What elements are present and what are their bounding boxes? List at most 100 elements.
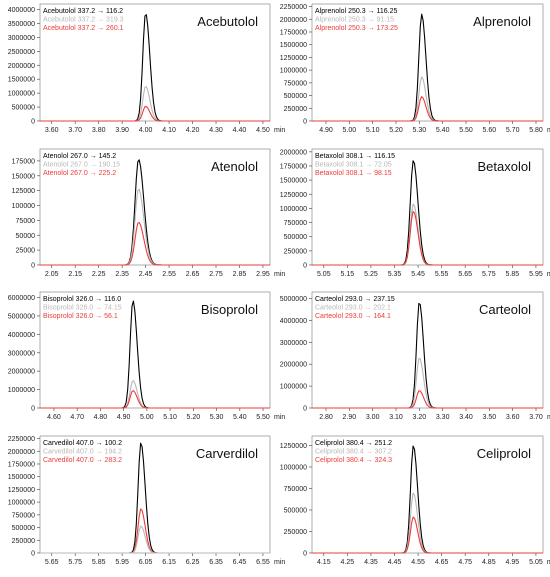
y-tick-label: 500000 bbox=[12, 105, 35, 112]
y-tick-label: 250000 bbox=[284, 248, 307, 255]
chart-panel-6: 0 1000000 2000000 3000000 4000000 5000000 2.80… bbox=[280, 291, 550, 421]
x-tick-label: 2.55 bbox=[162, 271, 176, 278]
legend-entry-2: Bisoprolol 326.0 → 74.15 bbox=[43, 305, 122, 312]
x-tick-label: 5.25 bbox=[364, 271, 378, 278]
y-tick-label: 3000000 bbox=[280, 340, 307, 347]
x-axis-label: min bbox=[547, 414, 550, 421]
x-tick-label: 2.45 bbox=[139, 271, 153, 278]
chart-panel-5: 0 1000000 2000000 3000000 4000000 5000000 6000… bbox=[8, 291, 285, 421]
legend-entry-3: Carteolol 293.0 → 164.1 bbox=[315, 313, 391, 320]
y-tick-label: 1250000 bbox=[8, 487, 35, 494]
y-tick-label: 150000 bbox=[12, 173, 35, 180]
x-tick-label: 5.00 bbox=[140, 414, 154, 421]
series-line-3 bbox=[312, 210, 543, 266]
y-tick-label: 1000000 bbox=[280, 384, 307, 391]
x-tick-label: 4.50 bbox=[256, 127, 270, 134]
legend-entry-3: Betaxolol 308.1 → 98.15 bbox=[315, 170, 392, 177]
y-tick-label: 0 bbox=[303, 263, 307, 270]
plot-frame bbox=[311, 291, 544, 409]
series-line-2 bbox=[40, 380, 270, 409]
x-tick-label: 5.20 bbox=[389, 127, 403, 134]
x-tick-label: 5.95 bbox=[115, 559, 129, 566]
x-tick-label: 4.40 bbox=[233, 127, 247, 134]
x-axis-label: min bbox=[547, 127, 550, 134]
y-tick-label: 250000 bbox=[284, 529, 307, 536]
x-tick-label: 2.15 bbox=[68, 271, 82, 278]
x-tick-label: 4.10 bbox=[162, 127, 176, 134]
y-tick-label: 250000 bbox=[284, 106, 307, 113]
x-tick-label: 5.05 bbox=[317, 271, 331, 278]
y-tick-label: 100000 bbox=[12, 203, 35, 210]
y-tick-label: 5000000 bbox=[8, 313, 35, 320]
y-tick-label: 175000 bbox=[12, 158, 35, 165]
legend-entry-2: Atenolol 267.0 → 190.15 bbox=[43, 162, 120, 169]
y-tick-label: 1750000 bbox=[280, 29, 307, 36]
y-tick-label: 0 bbox=[303, 119, 307, 126]
y-tick-label: 1500000 bbox=[8, 474, 35, 481]
x-tick-label: 5.30 bbox=[210, 414, 224, 421]
plot-frame bbox=[311, 3, 544, 122]
y-tick-label: 75000 bbox=[16, 218, 36, 225]
x-tick-label: 5.35 bbox=[388, 271, 402, 278]
y-tick-label: 3000000 bbox=[8, 35, 35, 42]
x-tick-label: 4.60 bbox=[47, 414, 61, 421]
x-tick-label: 3.30 bbox=[436, 414, 450, 421]
x-tick-label: 2.75 bbox=[209, 271, 223, 278]
y-tick-label: 500000 bbox=[284, 93, 307, 100]
y-tick-label: 500000 bbox=[12, 525, 35, 532]
y-tick-label: 4000000 bbox=[8, 7, 35, 14]
series-line-3 bbox=[312, 96, 543, 122]
chart-title: Carverdilol bbox=[196, 446, 258, 461]
y-tick-label: 1000000 bbox=[280, 464, 307, 471]
y-tick-label: 750000 bbox=[12, 512, 35, 519]
x-axis-label: min bbox=[274, 559, 285, 566]
x-tick-label: 5.40 bbox=[233, 414, 247, 421]
x-tick-label: 5.65 bbox=[45, 559, 59, 566]
series-line-2 bbox=[312, 492, 543, 554]
legend-entry-1: Carvedilol 407.0 → 100.2 bbox=[43, 440, 122, 447]
series-line-2 bbox=[40, 86, 270, 122]
x-tick-label: 4.25 bbox=[341, 559, 355, 566]
chart-title: Atenolol bbox=[211, 159, 258, 174]
x-tick-label: 3.50 bbox=[483, 414, 497, 421]
x-tick-label: 4.20 bbox=[186, 127, 200, 134]
x-tick-label: 2.85 bbox=[233, 271, 247, 278]
chart-title: Acebutolol bbox=[197, 14, 258, 29]
x-tick-label: 5.50 bbox=[459, 127, 473, 134]
x-tick-label: 5.55 bbox=[435, 271, 449, 278]
x-tick-label: 3.60 bbox=[45, 127, 59, 134]
y-tick-label: 1000000 bbox=[8, 500, 35, 507]
y-tick-label: 0 bbox=[31, 406, 35, 413]
plot-frame bbox=[39, 3, 271, 122]
legend-entry-2: Acebutolol 337.2 → 319.3 bbox=[43, 17, 124, 24]
y-tick-label: 50000 bbox=[16, 233, 36, 240]
x-tick-label: 4.80 bbox=[94, 414, 108, 421]
y-tick-label: 1750000 bbox=[280, 163, 307, 170]
chart-panel-1: 0 500000 1000000 1500000 2000000 2500000 30000… bbox=[8, 3, 285, 134]
y-tick-label: 1000000 bbox=[280, 206, 307, 213]
x-tick-label: 6.45 bbox=[233, 559, 247, 566]
x-tick-label: 3.40 bbox=[459, 414, 473, 421]
chart-panel-4: 0 250000 500000 750000 1000000 1250000 1500000… bbox=[280, 148, 550, 278]
legend-entry-2: Alprenolol 250.3 → 91.15 bbox=[315, 17, 394, 24]
y-tick-label: 0 bbox=[31, 551, 35, 558]
x-tick-label: 5.20 bbox=[187, 414, 201, 421]
x-tick-label: 4.15 bbox=[317, 559, 331, 566]
x-tick-label: 5.75 bbox=[482, 271, 496, 278]
x-tick-label: 5.10 bbox=[366, 127, 380, 134]
x-axis-label: min bbox=[274, 127, 285, 134]
legend-entry-3: Celiprolol 380.4 → 324.3 bbox=[315, 457, 392, 464]
x-tick-label: 4.70 bbox=[70, 414, 84, 421]
y-tick-label: 1250000 bbox=[280, 192, 307, 199]
x-axis-label: min bbox=[274, 414, 285, 421]
chart-title: Alprenolol bbox=[473, 14, 531, 29]
x-tick-label: 3.10 bbox=[389, 414, 403, 421]
x-tick-label: 6.35 bbox=[209, 559, 223, 566]
y-tick-label: 1500000 bbox=[280, 178, 307, 185]
x-tick-label: 3.00 bbox=[366, 414, 380, 421]
x-tick-label: 2.90 bbox=[343, 414, 357, 421]
series-line-3 bbox=[40, 390, 270, 409]
x-tick-label: 2.65 bbox=[186, 271, 200, 278]
legend-entry-1: Celiprolol 380.4 → 251.2 bbox=[315, 440, 392, 447]
